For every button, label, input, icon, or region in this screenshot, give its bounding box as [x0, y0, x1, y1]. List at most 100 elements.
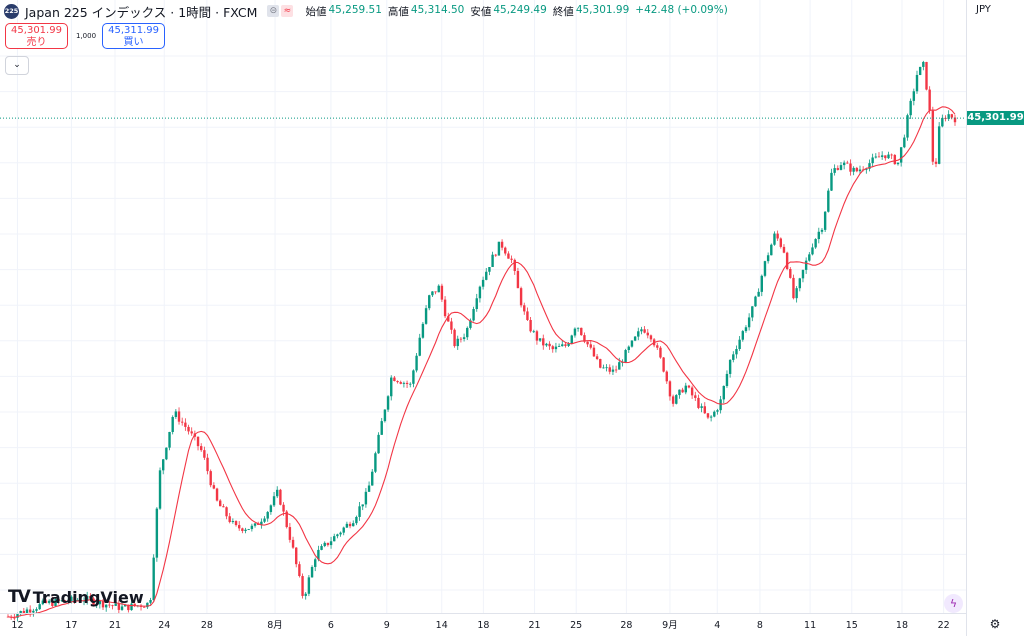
candle-body [846, 162, 849, 164]
buy-button[interactable]: 45,311.99 買い [102, 23, 166, 49]
candle-body [937, 126, 941, 164]
candle-body [485, 271, 488, 280]
x-tick-label: 28 [620, 620, 632, 631]
candle-body [877, 156, 881, 158]
candle-body [269, 505, 273, 513]
symbol-badge[interactable]: 225 [4, 3, 19, 19]
chevron-down-icon[interactable]: ⌄ [5, 56, 29, 75]
candle-body [133, 603, 136, 606]
candle-body [941, 117, 944, 127]
candle-body [272, 496, 276, 506]
candle-body [326, 542, 330, 546]
candle-body [44, 600, 48, 603]
candle-body [551, 346, 554, 350]
candle-body [887, 154, 890, 159]
candle-body [472, 309, 475, 321]
candle-body [307, 577, 311, 594]
candle-body [738, 339, 741, 350]
price-chart[interactable]: 40,000.0040,400.0040,800.0041,200.0041,6… [0, 0, 966, 636]
candle-body [611, 369, 615, 372]
candle-body [554, 346, 558, 350]
candle-body [298, 564, 301, 577]
candle-body [361, 504, 364, 507]
candle-body [314, 559, 317, 567]
currency-label[interactable]: JPY [976, 4, 991, 15]
candle-body [161, 459, 165, 471]
candle-body [393, 377, 396, 382]
candle-body [858, 169, 862, 172]
eye-icon[interactable]: ⊝ [267, 5, 280, 17]
trade-panel: 45,301.99 売り 1,000 45,311.99 買い [5, 23, 166, 49]
candle-body [19, 610, 22, 615]
candle-body [918, 66, 922, 75]
candle-body [428, 295, 431, 309]
candle-body [399, 382, 402, 384]
candle-body [22, 610, 26, 614]
candle-body [713, 411, 716, 417]
candle-body [915, 74, 919, 92]
candle-body [770, 244, 773, 256]
candle-body [703, 406, 706, 414]
x-tick-label: 18 [477, 620, 489, 631]
candle-body [171, 416, 174, 432]
candle-body [348, 523, 352, 527]
candle-body [85, 595, 89, 601]
candle-body [614, 369, 618, 371]
candle-body [234, 521, 238, 526]
candle-body [573, 328, 577, 336]
x-tick-label: 9 [384, 620, 390, 631]
candle-body [418, 337, 421, 356]
candle-body [421, 323, 425, 338]
time-axis-divider [0, 613, 966, 614]
candle-body [671, 396, 675, 404]
candle-body [478, 286, 482, 299]
candle-body [618, 362, 621, 370]
candle-body [279, 489, 282, 505]
candle-body [836, 168, 840, 170]
candle-body [763, 261, 767, 276]
candle-body [732, 354, 735, 360]
candle-body [364, 491, 368, 505]
candle-body [244, 529, 247, 532]
lightning-icon[interactable]: ϟ [944, 594, 963, 613]
equals-icon[interactable]: ≈ [281, 5, 294, 17]
candle-body [47, 600, 51, 603]
candle-body [434, 291, 437, 293]
candle-body [741, 331, 744, 340]
candle-body [304, 593, 307, 596]
candle-body [912, 91, 916, 101]
candle-body [165, 447, 168, 460]
candle-body [424, 308, 428, 324]
gear-icon[interactable]: ⚙ [989, 617, 1001, 631]
candle-body [228, 516, 231, 522]
candle-body [263, 518, 266, 522]
candle-body [922, 61, 925, 67]
candle-body [282, 504, 285, 512]
candle-body [789, 269, 792, 278]
candle-body [662, 357, 665, 372]
x-tick-label: 12 [11, 620, 23, 631]
candle-body [443, 299, 447, 317]
candle-body [92, 598, 95, 606]
candle-body [462, 337, 466, 339]
sell-button[interactable]: 45,301.99 売り [5, 23, 68, 49]
candle-body [576, 327, 580, 329]
x-tick-label: 4 [714, 620, 720, 631]
candle-body [896, 162, 900, 165]
chart-title[interactable]: Japan 225 インデックス · 1時間 · FXCM [25, 4, 258, 20]
quantity[interactable]: 1,000 [76, 32, 97, 40]
candle-body [542, 338, 545, 346]
candle-body [855, 167, 859, 172]
price-scale[interactable] [966, 0, 1024, 636]
candle-body [817, 231, 821, 240]
candle-body [142, 606, 146, 608]
candle-body [637, 331, 640, 337]
sell-label: 売り [26, 37, 47, 48]
candle-body [32, 610, 35, 613]
candle-body [225, 507, 228, 517]
candle-body [659, 347, 662, 358]
candle-body [13, 617, 16, 619]
candle-body [66, 601, 70, 603]
candle-body [28, 609, 32, 613]
candle-body [440, 285, 444, 300]
